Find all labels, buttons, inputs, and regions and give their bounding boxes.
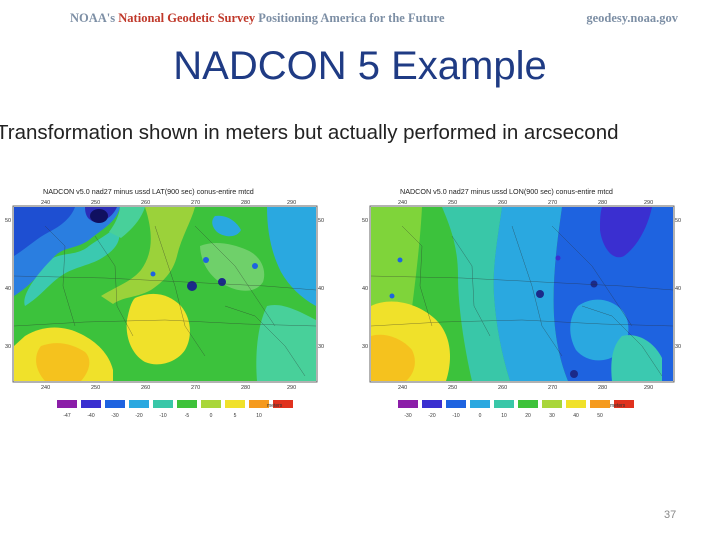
- slide-subtitle: Transformation shown in meters but actua…: [0, 121, 619, 144]
- lat-map-legend: meters -47 -40 -30 -20 -10 -5 0 5 10: [57, 400, 293, 419]
- lon-map-legend-label: 50: [597, 413, 603, 419]
- lat-map-lat-tick: 30: [5, 344, 11, 350]
- legend-swatch: [153, 400, 173, 408]
- lat-map-figure: 240 250 260 270 280 290 240 250 260 270 …: [5, 200, 324, 419]
- lat-map-legend-label: -40: [87, 413, 94, 419]
- lon-map-lon-tick: 270: [548, 200, 557, 206]
- lon-map-lon-tick: 260: [498, 385, 507, 391]
- lat-map-lon-tick: 250: [91, 200, 100, 206]
- lat-map-lat-tick: 40: [5, 286, 11, 292]
- legend-swatch: [249, 400, 269, 408]
- legend-swatch: [470, 400, 490, 408]
- lat-map-lon-tick: 280: [241, 200, 250, 206]
- org-tagline: Positioning America for the Future: [258, 11, 445, 25]
- lon-map-lon-tick: 240: [398, 200, 407, 206]
- legend-swatch: [57, 400, 77, 408]
- lat-map-lon-tick: 270: [191, 385, 200, 391]
- legend-swatch: [566, 400, 586, 408]
- lat-shift-map: 240 250 260 270 280 290 240 250 260 270 …: [5, 186, 327, 422]
- legend-swatch: [446, 400, 466, 408]
- lon-map-lon-tick: 280: [598, 200, 607, 206]
- lon-map-figure: 240 250 260 270 280 290 240 250 260 270 …: [362, 200, 681, 419]
- lon-map-legend-label: 10: [501, 413, 507, 419]
- org-url: geodesy.noaa.gov: [586, 11, 678, 25]
- lon-map-legend-label: 0: [479, 413, 482, 419]
- legend-swatch: [201, 400, 221, 408]
- lat-map-legend-label: -20: [135, 413, 142, 419]
- lat-map-lat-tick: 40: [318, 286, 324, 292]
- lon-map-lon-tick: 290: [644, 385, 653, 391]
- lon-map-lon-tick: 290: [644, 200, 653, 206]
- lat-map-lon-tick: 240: [41, 200, 50, 206]
- lon-map-lat-tick: 30: [675, 344, 681, 350]
- lat-map-lat-tick: 30: [318, 344, 324, 350]
- legend-swatch: [542, 400, 562, 408]
- lon-map-legend: meters -30 -20 -10 0 10 20 30 40 50: [398, 400, 634, 419]
- lon-map-lon-tick: 260: [498, 200, 507, 206]
- page-number: 37: [664, 509, 677, 521]
- lat-map-legend-label: 5: [234, 413, 237, 419]
- lon-map-legend-label: -10: [452, 413, 459, 419]
- lat-map-legend-label: 10: [256, 413, 262, 419]
- lat-map-legend-label: 0: [210, 413, 213, 419]
- slide-title: NADCON 5 Example: [173, 44, 547, 88]
- lon-map-lon-tick: 250: [448, 385, 457, 391]
- lon-map-lat-tick: 50: [675, 218, 681, 224]
- legend-swatch: [129, 400, 149, 408]
- org-prefix: NOAA's: [70, 11, 116, 25]
- lon-map-lat-tick: 30: [362, 344, 368, 350]
- lat-map-legend-unit: meters: [267, 403, 283, 409]
- org-banner: NOAA's National Geodetic Survey Position…: [70, 11, 445, 26]
- header-bar: NOAA's National Geodetic Survey Position…: [0, 0, 720, 40]
- lon-map-lat-tick: 50: [362, 218, 368, 224]
- lon-map-legend-label: -20: [428, 413, 435, 419]
- lat-map-lon-tick: 250: [91, 385, 100, 391]
- lon-map-legend-unit: meters: [610, 403, 626, 409]
- lat-map-legend-label: -10: [159, 413, 166, 419]
- lat-map-legend-label: -5: [185, 413, 190, 419]
- lon-map-title: NADCON v5.0 nad27 minus ussd LON(900 sec…: [400, 187, 613, 196]
- lat-map-lat-tick: 50: [318, 218, 324, 224]
- lat-map-lon-tick: 280: [241, 385, 250, 391]
- legend-swatch: [590, 400, 610, 408]
- legend-swatch: [518, 400, 538, 408]
- lat-map-lon-tick: 290: [287, 200, 296, 206]
- lon-map-lat-tick: 40: [362, 286, 368, 292]
- lat-map-lon-tick: 260: [141, 200, 150, 206]
- legend-swatch: [225, 400, 245, 408]
- lon-map-legend-label: 40: [573, 413, 579, 419]
- lat-map-lon-tick: 290: [287, 385, 296, 391]
- lon-map-lon-tick: 240: [398, 385, 407, 391]
- lat-map-title: NADCON v5.0 nad27 minus ussd LAT(900 sec…: [43, 187, 254, 196]
- lon-map-legend-label: 30: [549, 413, 555, 419]
- lat-map-lon-tick: 240: [41, 385, 50, 391]
- legend-swatch: [494, 400, 514, 408]
- lon-map-lon-tick: 280: [598, 385, 607, 391]
- lat-map-lon-tick: 270: [191, 200, 200, 206]
- lon-map-lat-tick: 40: [675, 286, 681, 292]
- legend-swatch: [614, 400, 634, 408]
- legend-swatch: [422, 400, 442, 408]
- lat-map-lat-tick: 50: [5, 218, 11, 224]
- lat-map-legend-label: -47: [63, 413, 70, 419]
- org-name: National Geodetic Survey: [118, 11, 256, 25]
- lon-map-lon-tick: 250: [448, 200, 457, 206]
- lat-map-legend-label: -30: [111, 413, 118, 419]
- lon-map-legend-label: -30: [404, 413, 411, 419]
- lon-map-lon-tick: 270: [548, 385, 557, 391]
- legend-swatch: [81, 400, 101, 408]
- legend-swatch: [273, 400, 293, 408]
- legend-swatch: [105, 400, 125, 408]
- lat-map-lon-tick: 260: [141, 385, 150, 391]
- legend-swatch: [177, 400, 197, 408]
- lon-map-legend-label: 20: [525, 413, 531, 419]
- legend-swatch: [398, 400, 418, 408]
- lon-shift-map: 240 250 260 270 280 290 240 250 260 270 …: [362, 186, 684, 422]
